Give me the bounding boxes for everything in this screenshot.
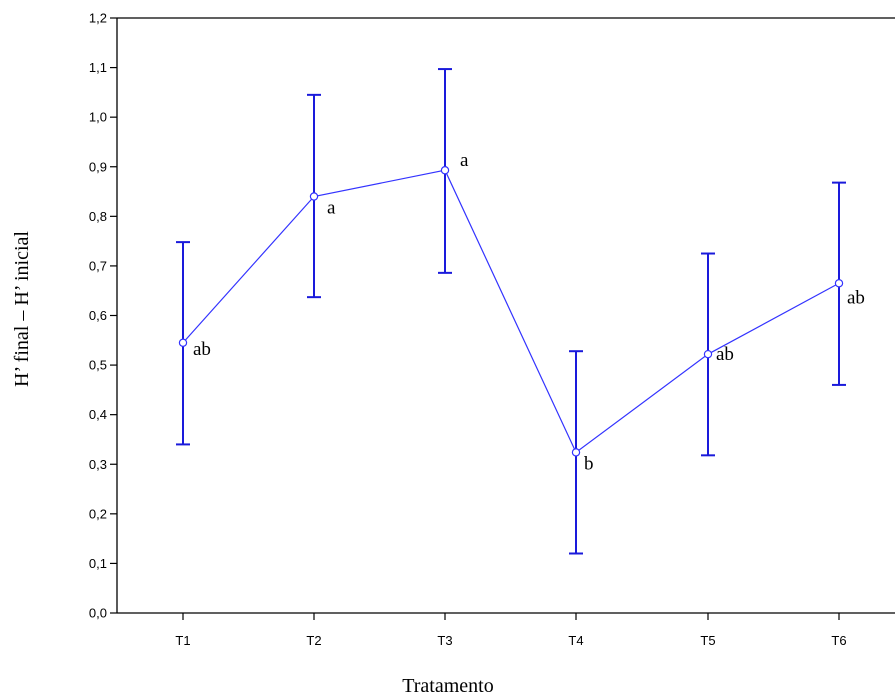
y-tick-label: 0,6 [89,308,107,323]
x-tick-label: T2 [306,633,321,648]
x-tick-label: T4 [568,633,583,648]
annotation-label: ab [193,339,211,360]
x-tick-label: T1 [175,633,190,648]
y-tick-label: 0,2 [89,506,107,521]
y-tick-label: 0,1 [89,556,107,571]
data-point [571,448,581,457]
x-axis-title: Tratamento [402,675,493,697]
y-tick-label: 0,7 [89,258,107,273]
y-tick-label: 0,3 [89,457,107,472]
y-tick-label: 1,2 [89,11,107,26]
annotation-label: ab [716,344,734,365]
y-tick-label: 0,8 [89,209,107,224]
y-tick-label: 0,0 [89,606,107,621]
x-tick-label: T6 [831,633,846,648]
y-tick-label: 0,9 [89,159,107,174]
y-tick-label: 0,5 [89,358,107,373]
data-points [178,166,844,457]
data-point [309,192,319,201]
y-axis: 0,0 0,1 0,2 0,3 0,4 0,5 0,6 0,7 0,8 0,9 1,0 1,1 1,2 [89,11,117,621]
x-tick-label: T5 [700,633,715,648]
data-point [440,166,450,175]
annotation-label: b [584,453,594,474]
series-line [182,169,840,454]
data-point [178,338,188,347]
y-tick-label: 0,4 [89,407,107,422]
series-line-group [182,169,840,454]
data-point [703,349,713,359]
x-tick-label: T3 [437,633,452,648]
y-tick-label: 1,0 [89,110,107,125]
annotation-label: ab [847,287,865,308]
y-tick-label: 1,1 [89,60,107,75]
x-axis: T1 T2 T3 T4 T5 T6 [175,613,847,648]
annotation-label: a [327,198,336,219]
data-point [834,279,844,288]
y-axis-title: H’ final – H’ inicial [11,231,33,387]
annotation-label: a [460,150,469,171]
